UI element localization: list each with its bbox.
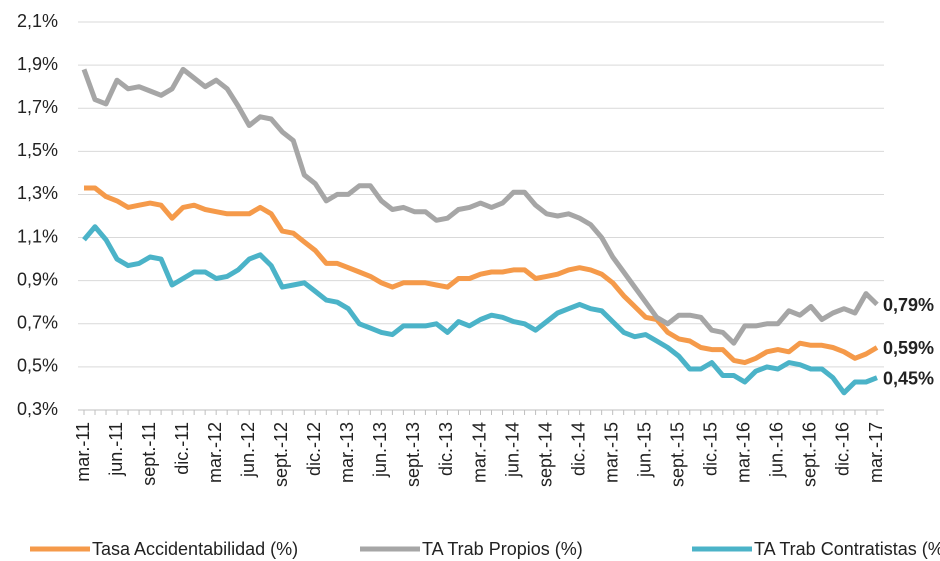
legend-label: Tasa Accidentabilidad (%) [92,539,298,559]
x-tick-label: sept.-16 [800,422,820,487]
x-tick-label: mar.-11 [73,422,93,482]
x-tick-label: sept.-15 [668,422,688,487]
legend-label: TA Trab Contratistas (%) [754,539,940,559]
series-line [84,185,879,366]
data-label: 0,45% [883,368,934,388]
x-tick-label: sept.-12 [271,422,291,487]
x-tick-label: dic.-12 [304,422,324,476]
x-tick-label: jun.-12 [238,422,258,478]
y-tick-label: 2,1% [17,11,58,31]
x-tick-label: sept.-13 [403,422,423,487]
x-tick-label: jun.-15 [634,422,654,478]
data-label: 0,59% [883,338,934,358]
x-tick-label: jun.-14 [502,422,522,478]
data-label: 0,79% [883,295,934,315]
x-tick-label: dic.-16 [833,422,853,476]
x-tick-label: dic.-13 [436,422,456,476]
x-tick-label: dic.-11 [172,422,192,475]
series-line [82,224,878,396]
x-tick-label: sept.-11 [139,422,159,486]
x-tick-label: mar.-14 [469,422,489,483]
y-tick-label: 1,5% [17,140,58,160]
y-tick-label: 1,9% [17,54,58,74]
x-tick-label: mar.-16 [734,422,754,483]
x-tick-label: mar.-15 [601,422,621,483]
y-tick-label: 1,1% [17,226,58,246]
x-tick-label: mar.-13 [337,422,357,483]
y-tick-label: 0,3% [17,399,58,419]
series-line [81,66,879,346]
x-tick-label: dic.-14 [568,422,588,476]
x-tick-label: mar.-17 [866,422,886,483]
x-tick-label: jun.-16 [767,422,787,478]
y-tick-label: 1,7% [17,97,58,117]
legend-label: TA Trab Propios (%) [422,539,583,559]
x-tick-label: mar.-12 [205,422,225,483]
x-tick-label: sept.-14 [535,422,555,487]
y-tick-label: 0,9% [17,269,58,289]
x-tick-label: dic.-15 [701,422,721,476]
y-tick-label: 0,5% [17,356,58,376]
y-tick-label: 1,3% [17,183,58,203]
x-tick-label: jun.-13 [370,422,390,478]
y-tick-label: 0,7% [17,313,58,333]
x-tick-label: jun.-11 [106,422,126,477]
